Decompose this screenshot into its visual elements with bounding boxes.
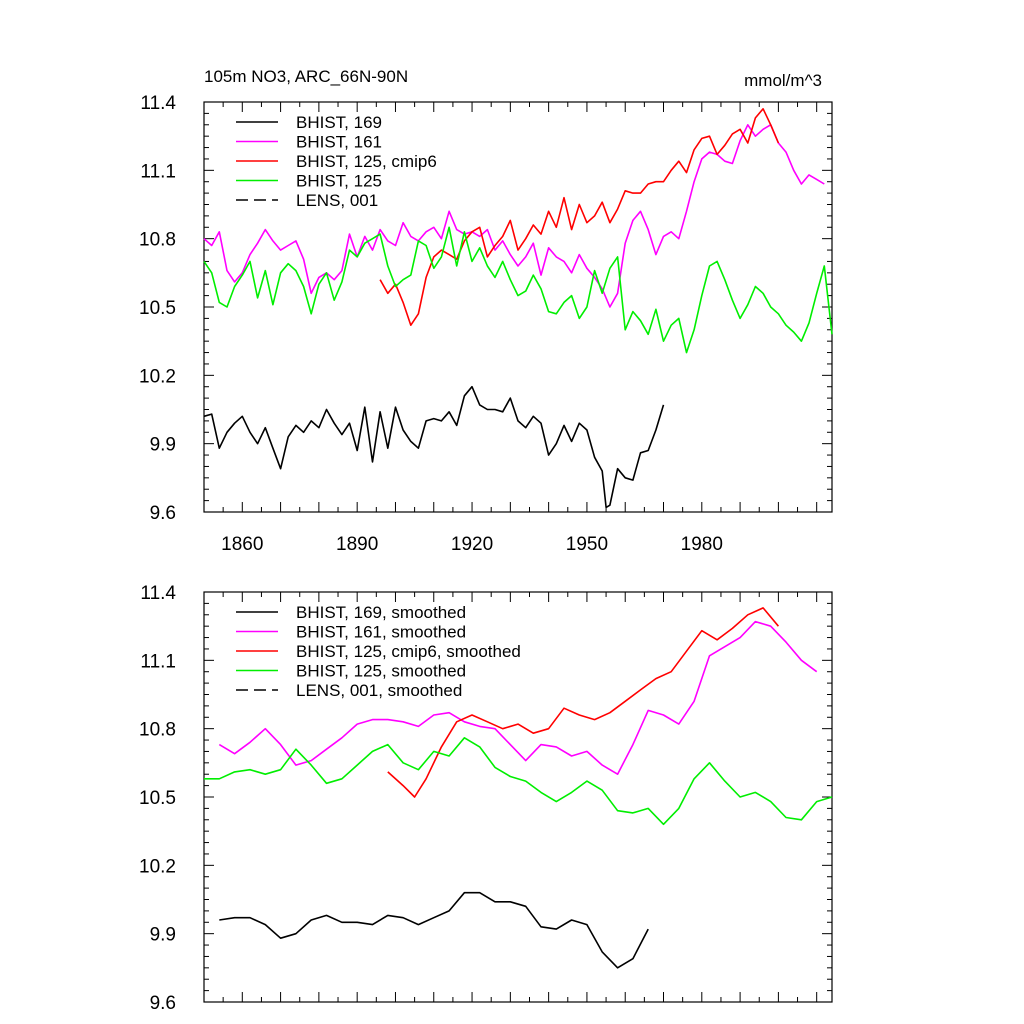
units-label: mmol/m^3: [744, 71, 822, 90]
y-tick-label: 10.5: [139, 298, 176, 319]
y-tick-label: 11.4: [140, 93, 176, 114]
y-axis: 9.6 9.9 10.2 10.5 10.8 11.1 11.4: [139, 93, 832, 524]
series-group: [204, 607, 833, 969]
legend-label: BHIST, 169, smoothed: [296, 603, 466, 622]
legend-label: BHIST, 125, cmip6, smoothed: [296, 642, 521, 661]
series-line-3: [379, 108, 780, 327]
x-tick-label: 1920: [451, 534, 493, 555]
series-line-2: [203, 124, 825, 308]
panel-2: 9.6 9.9 10.2 10.5 10.8 11.1 11.4 BHIST, 169, sm…: [139, 583, 833, 1014]
y-tick-label: 9.6: [150, 503, 176, 524]
legend-label: BHIST, 161, smoothed: [296, 623, 466, 642]
y-tick-label: 9.9: [150, 435, 176, 456]
legend-label: BHIST, 125, cmip6: [296, 152, 437, 171]
series-line-4: [204, 736, 833, 826]
y-tick-label: 9.6: [150, 993, 176, 1014]
x-tick-label: 1950: [566, 534, 608, 555]
y-tick-label: 11.1: [140, 651, 176, 672]
y-tick-label: 10.2: [139, 366, 176, 387]
legend-label: BHIST, 161: [296, 133, 382, 152]
panel-1: 1860 1890 1920 1950 1980 9.6 9.9 10.2 10.5 10.8 11…: [139, 93, 833, 555]
x-axis: 1860 1890 1920 1950 1980: [221, 102, 818, 555]
y-tick-label: 10.2: [139, 856, 176, 877]
x-tick-label: 1860: [221, 534, 263, 555]
y-tick-label: 10.8: [139, 230, 176, 251]
legend-label: LENS, 001: [296, 191, 378, 210]
legend-label: BHIST, 125, smoothed: [296, 662, 466, 681]
series-line-3: [387, 607, 780, 798]
legend-label: BHIST, 169: [296, 113, 382, 132]
series-group: [203, 108, 833, 509]
y-tick-label: 10.8: [139, 720, 176, 741]
chart-title: 105m NO3, ARC_66N-90N: [204, 67, 408, 86]
x-tick-label: 1980: [681, 534, 723, 555]
legend-label: BHIST, 125: [296, 172, 382, 191]
x-axis: [222, 592, 818, 1002]
y-tick-label: 10.5: [139, 788, 176, 809]
series-line-1: [203, 385, 665, 509]
y-tick-label: 11.4: [140, 583, 176, 604]
y-axis: 9.6 9.9 10.2 10.5 10.8 11.1 11.4: [139, 583, 832, 1014]
y-tick-label: 11.1: [140, 161, 176, 182]
series-line-4: [203, 226, 833, 354]
series-line-2: [218, 620, 818, 776]
series-line-1: [219, 891, 649, 969]
x-tick-label: 1890: [336, 534, 378, 555]
legend-label: LENS, 001, smoothed: [296, 681, 462, 700]
y-tick-label: 9.9: [150, 925, 176, 946]
